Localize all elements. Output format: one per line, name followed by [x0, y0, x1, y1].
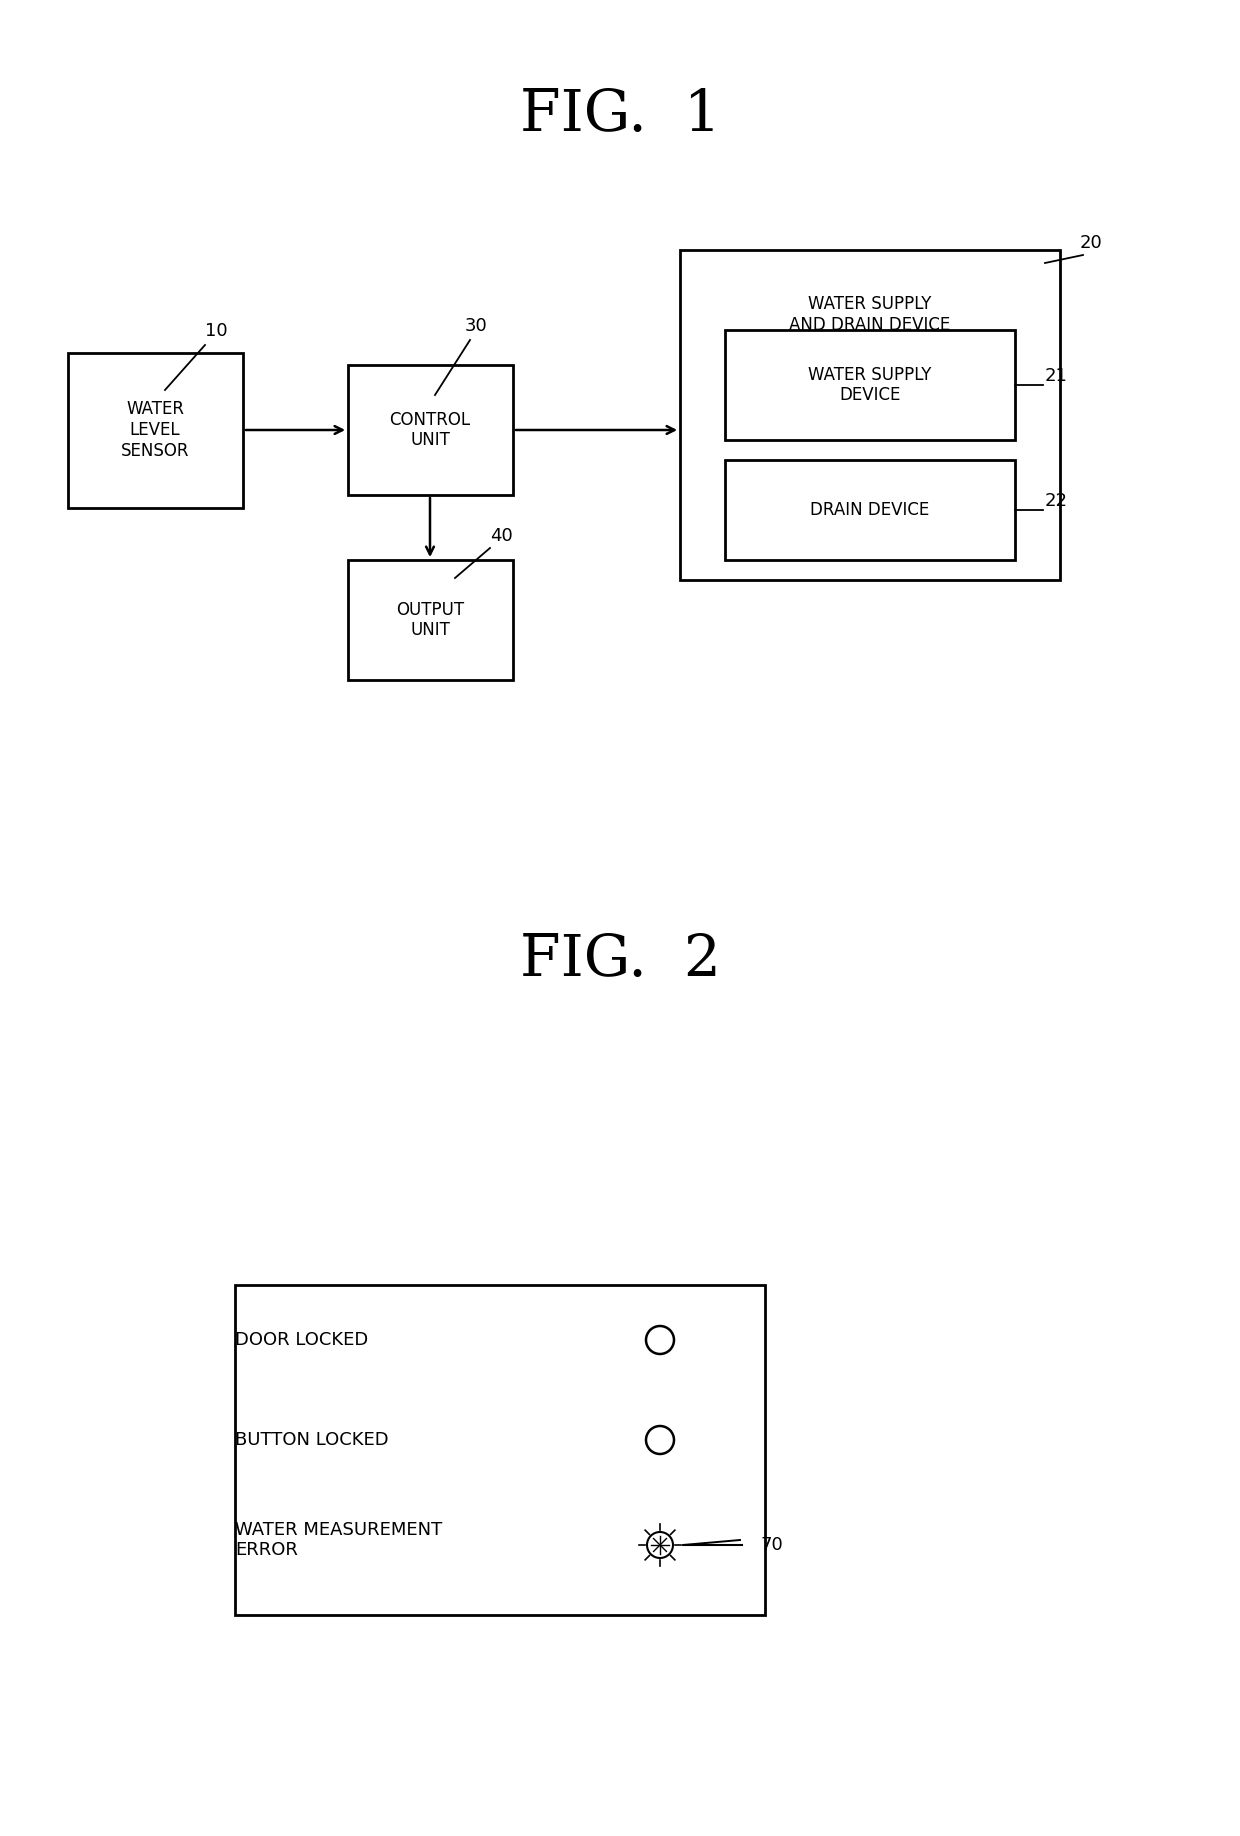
Text: 70: 70	[760, 1537, 782, 1553]
Text: OUTPUT
UNIT: OUTPUT UNIT	[396, 600, 464, 639]
Bar	[236, 1285, 765, 1616]
Text: DRAIN DEVICE: DRAIN DEVICE	[811, 501, 930, 520]
Text: WATER
LEVEL
SENSOR: WATER LEVEL SENSOR	[120, 400, 190, 459]
Text: FIG.  2: FIG. 2	[520, 933, 720, 988]
Text: DOOR LOCKED: DOOR LOCKED	[236, 1331, 368, 1349]
Bar	[680, 250, 1060, 580]
Bar	[347, 365, 512, 496]
Text: 20: 20	[1080, 233, 1102, 252]
Text: BUTTON LOCKED: BUTTON LOCKED	[236, 1430, 388, 1449]
Bar	[347, 560, 512, 679]
Bar	[725, 461, 1016, 560]
Text: WATER SUPPLY
AND DRAIN DEVICE: WATER SUPPLY AND DRAIN DEVICE	[790, 296, 951, 334]
Text: 30: 30	[465, 318, 487, 334]
Text: 10: 10	[205, 321, 228, 340]
Text: 40: 40	[490, 527, 513, 545]
Text: CONTROL
UNIT: CONTROL UNIT	[389, 411, 470, 450]
Text: 21: 21	[1045, 367, 1068, 386]
Bar	[725, 330, 1016, 441]
Text: 22: 22	[1045, 492, 1068, 510]
Text: WATER MEASUREMENT
ERROR: WATER MEASUREMENT ERROR	[236, 1520, 443, 1559]
Text: WATER SUPPLY
DEVICE: WATER SUPPLY DEVICE	[808, 365, 931, 404]
Text: FIG.  1: FIG. 1	[520, 86, 720, 143]
Bar	[67, 353, 243, 507]
